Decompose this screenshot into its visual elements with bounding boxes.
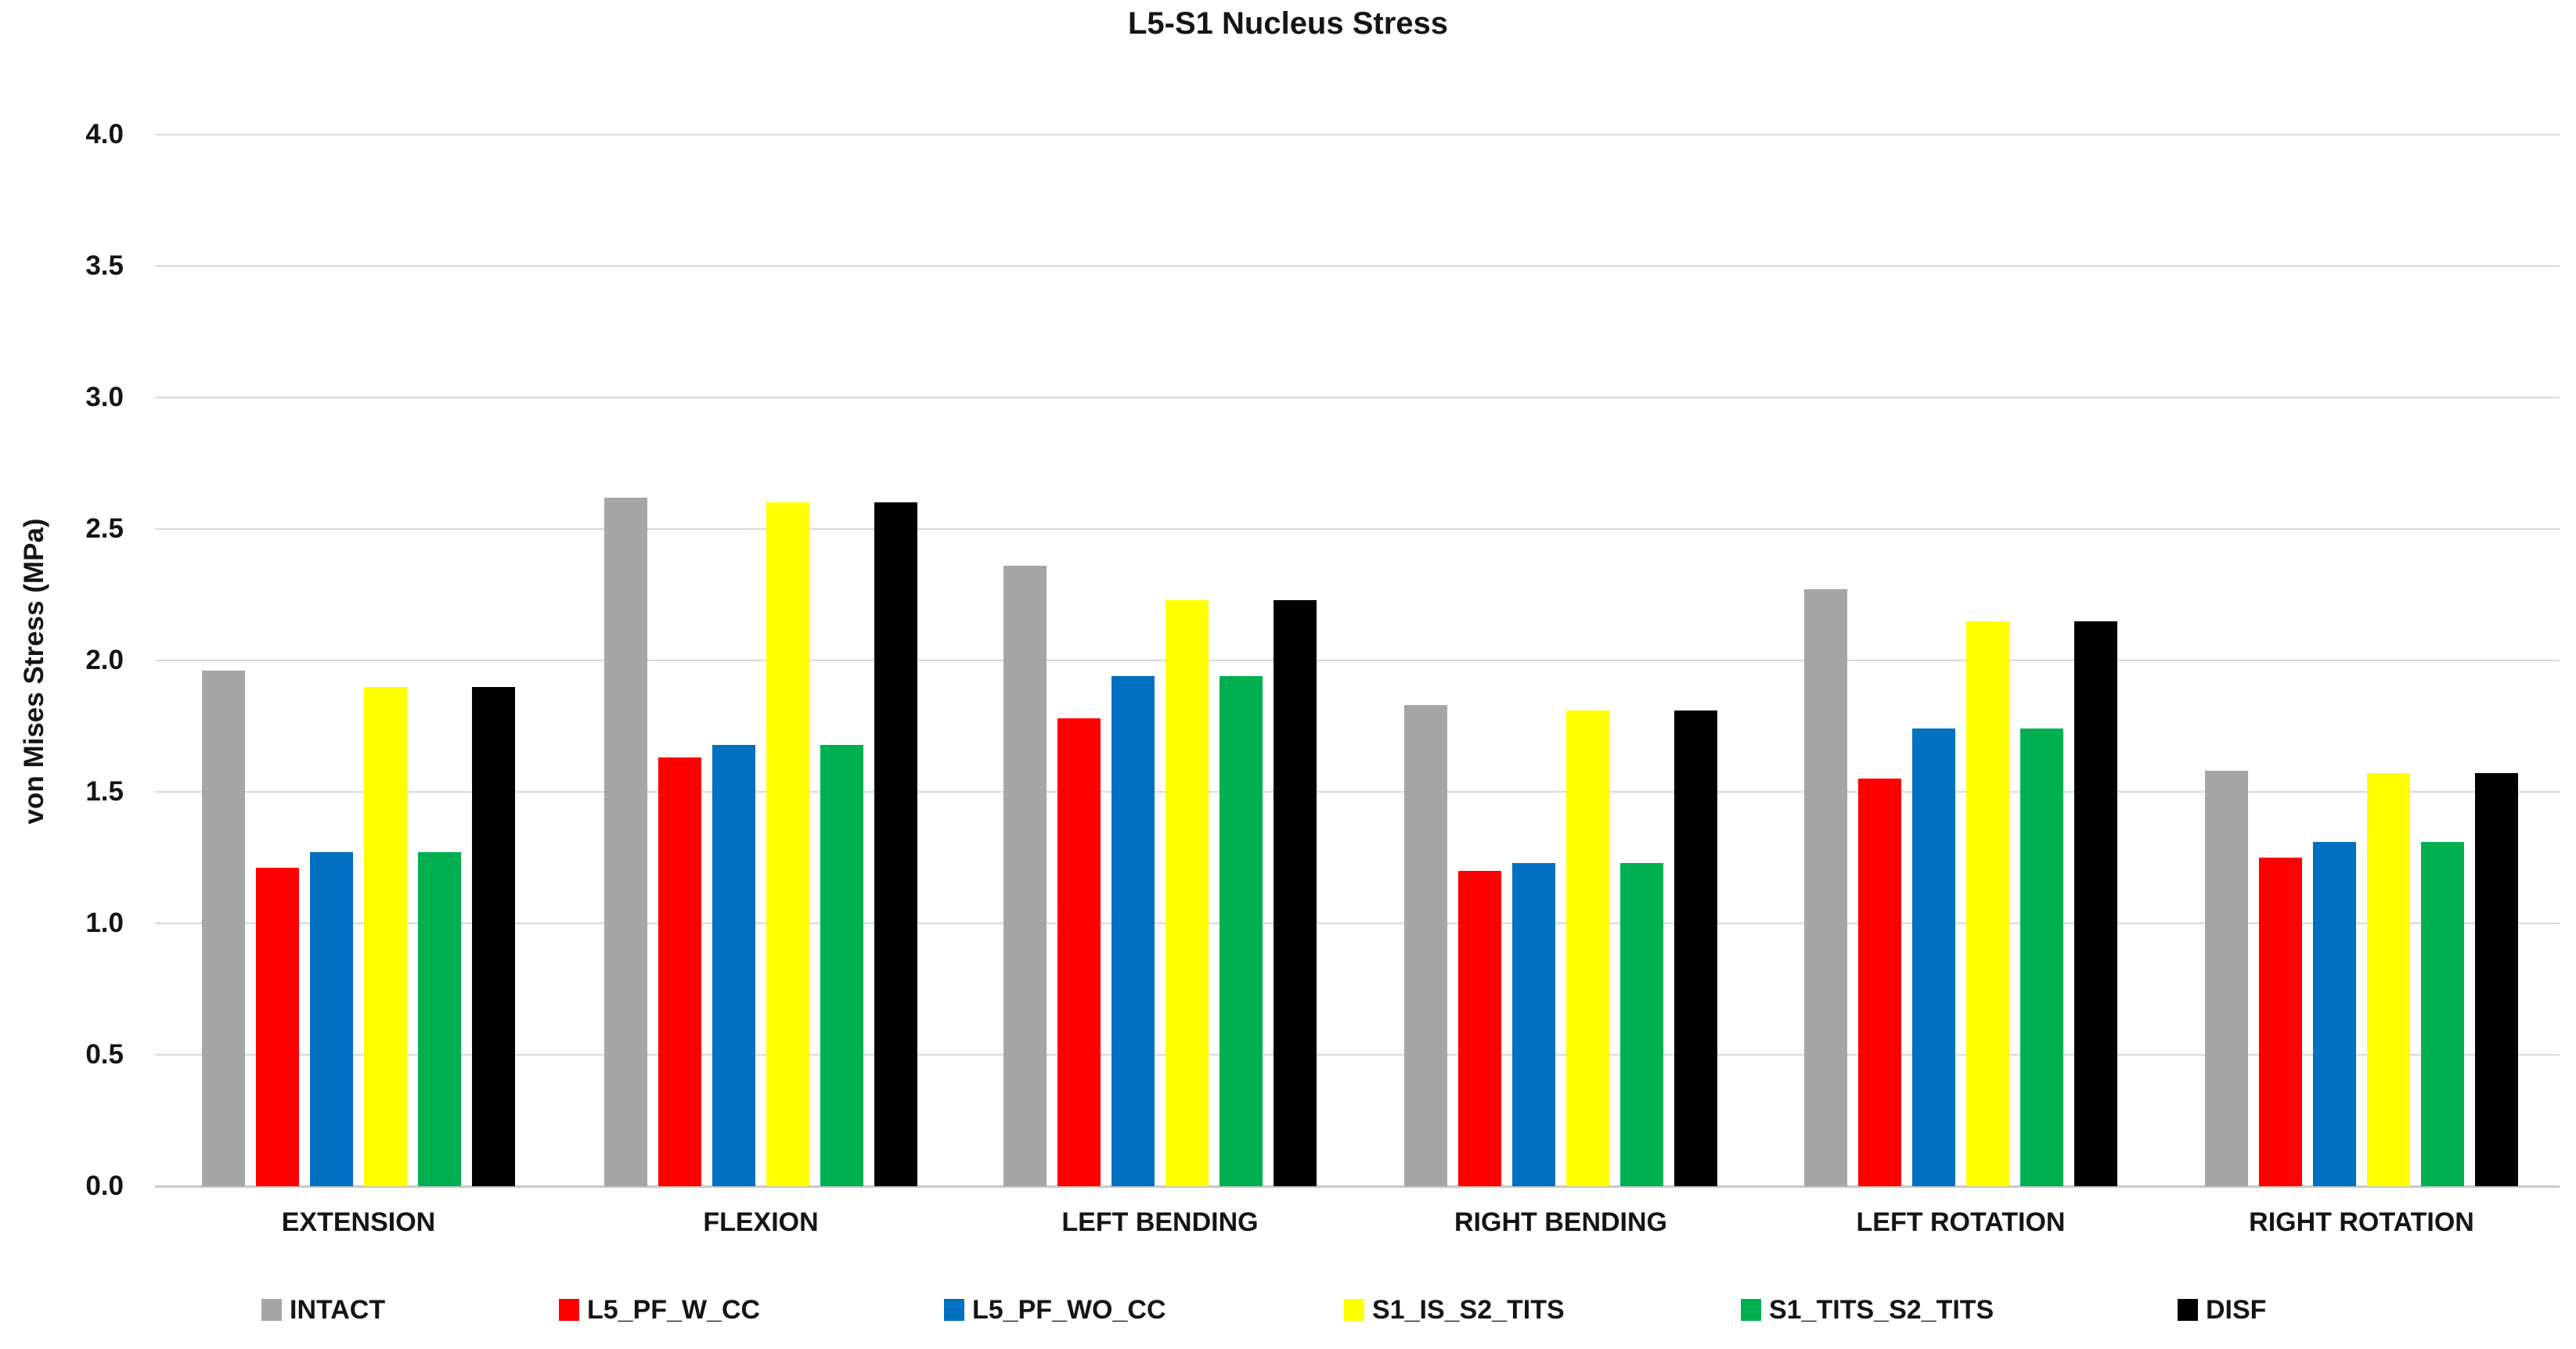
legend-item-s1-is-s2-tits: S1_IS_S2_TITS [1344,1293,1565,1327]
gridline-3.5 [155,265,2560,267]
gridline-4.0 [155,134,2560,135]
bar-disf-right-rotation [2475,773,2518,1186]
legend-item-intact: INTACT [261,1293,385,1327]
legend-label-intact: INTACT [290,1294,386,1325]
x-axis-label-right-bending: RIGHT BENDING [1454,1207,1667,1237]
y-tick-label-1.0: 1.0 [85,908,124,938]
bar-l5-pf-w-cc-right-rotation [2259,858,2302,1186]
bar-disf-left-bending [1274,600,1317,1186]
y-tick-label-2.5: 2.5 [85,513,124,544]
bar-s1-tits-s2-tits-right-bending [1620,863,1663,1186]
x-axis-label-left-rotation: LEFT ROTATION [1856,1207,2066,1237]
legend-swatch-s1-is-s2-tits [1344,1299,1364,1321]
bar-s1-tits-s2-tits-flexion [820,745,863,1186]
legend-swatch-disf [2178,1299,2198,1321]
legend-label-l5-pf-wo-cc: L5_PF_WO_CC [972,1294,1166,1325]
bar-disf-extension [472,687,515,1186]
legend-swatch-s1-tits-s2-tits [1741,1299,1761,1321]
bar-disf-left-rotation [2074,621,2117,1186]
y-tick-label-0.5: 0.5 [85,1039,124,1070]
x-axis-line [155,1185,2560,1188]
bar-l5-pf-w-cc-left-rotation [1858,779,1901,1186]
bar-l5-pf-w-cc-left-bending [1057,718,1101,1186]
y-tick-label-3.0: 3.0 [85,382,124,412]
bar-intact-right-rotation [2205,771,2248,1186]
y-tick-label-3.5: 3.5 [85,250,124,281]
bar-s1-tits-s2-tits-extension [418,852,461,1186]
chart-title: L5-S1 Nucleus Stress [1127,6,1449,41]
bar-l5-pf-w-cc-right-bending [1458,871,1501,1186]
gridline-1.0 [155,923,2560,924]
bar-disf-right-bending [1674,710,1717,1186]
bar-intact-extension [202,671,245,1186]
bar-s1-tits-s2-tits-left-bending [1220,676,1263,1186]
bar-intact-flexion [604,498,647,1186]
legend-item-disf: DISF [2178,1293,2266,1327]
legend-item-s1-tits-s2-tits: S1_TITS_S2_TITS [1741,1293,1994,1327]
legend-label-s1-tits-s2-tits: S1_TITS_S2_TITS [1769,1294,1994,1325]
y-tick-label-1.5: 1.5 [85,776,124,807]
legend-swatch-l5-pf-wo-cc [944,1299,964,1321]
bar-s1-is-s2-tits-extension [364,687,407,1186]
y-tick-label-4.0: 4.0 [85,119,124,149]
legend-item-l5-pf-w-cc: L5_PF_W_CC [559,1293,760,1327]
bar-l5-pf-wo-cc-right-rotation [2313,842,2356,1186]
gridline-0.5 [155,1054,2560,1056]
bar-s1-is-s2-tits-right-bending [1566,710,1609,1186]
legend-label-l5-pf-w-cc: L5_PF_W_CC [587,1294,761,1325]
x-axis-label-left-bending: LEFT BENDING [1061,1207,1259,1237]
legend-swatch-intact [261,1299,282,1321]
bar-s1-tits-s2-tits-right-rotation [2421,842,2464,1186]
bar-l5-pf-wo-cc-left-rotation [1912,728,1955,1186]
gridline-2.0 [155,660,2560,661]
bar-s1-is-s2-tits-left-rotation [1966,621,2009,1186]
gridline-1.5 [155,791,2560,793]
x-axis-label-extension: EXTENSION [281,1207,436,1237]
bar-s1-is-s2-tits-left-bending [1166,600,1209,1186]
x-axis-label-flexion: FLEXION [703,1207,819,1237]
legend-item-l5-pf-wo-cc: L5_PF_WO_CC [944,1293,1166,1327]
bar-s1-tits-s2-tits-left-rotation [2020,728,2063,1186]
bar-l5-pf-w-cc-extension [256,868,299,1186]
gridline-2.5 [155,528,2560,530]
y-tick-label-0.0: 0.0 [85,1171,124,1201]
bar-s1-is-s2-tits-flexion [766,502,809,1186]
x-axis-label-right-rotation: RIGHT ROTATION [2249,1207,2474,1237]
bar-l5-pf-w-cc-flexion [658,757,701,1186]
y-tick-label-2.0: 2.0 [85,645,124,675]
bar-disf-flexion [874,502,917,1186]
bar-l5-pf-wo-cc-flexion [712,745,755,1186]
legend-label-disf: DISF [2206,1294,2267,1325]
bar-intact-left-bending [1003,566,1047,1186]
bar-l5-pf-wo-cc-right-bending [1512,863,1555,1186]
bar-intact-left-rotation [1804,589,1847,1186]
bar-s1-is-s2-tits-right-rotation [2367,773,2410,1186]
bar-l5-pf-wo-cc-left-bending [1111,676,1155,1186]
gridline-3.0 [155,397,2560,398]
legend-label-s1-is-s2-tits: S1_IS_S2_TITS [1372,1294,1565,1325]
legend-swatch-l5-pf-w-cc [559,1299,579,1321]
bar-l5-pf-wo-cc-extension [310,852,353,1186]
bar-intact-right-bending [1404,705,1447,1186]
